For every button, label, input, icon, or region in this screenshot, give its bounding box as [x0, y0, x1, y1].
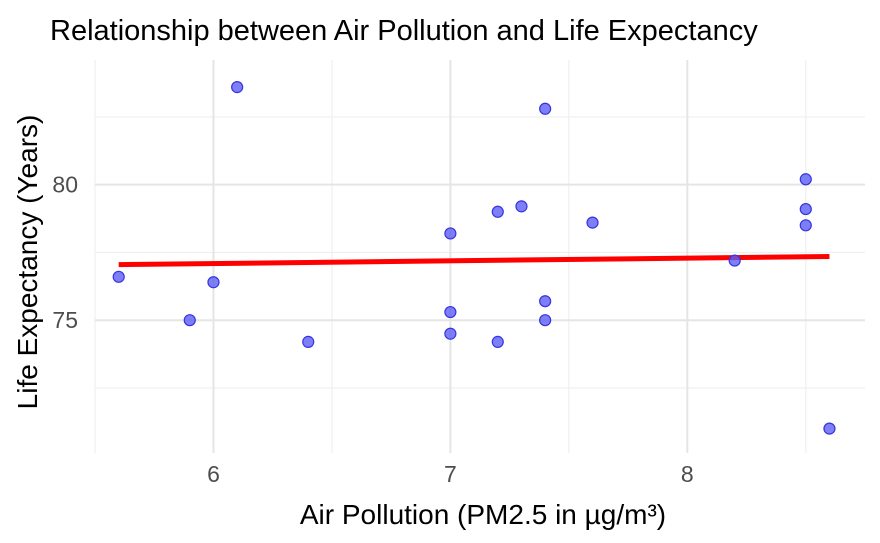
data-point — [444, 227, 457, 240]
data-point — [112, 270, 125, 283]
trend-layer — [118, 254, 830, 268]
data-point — [539, 102, 552, 115]
data-point — [444, 305, 457, 319]
data-point — [539, 314, 552, 327]
x-axis-label: Air Pollution (PM2.5 in µg/m³) — [300, 499, 666, 530]
y-tick-label: 80 — [52, 172, 78, 198]
data-point — [823, 422, 836, 435]
data-point — [586, 216, 599, 229]
data-point — [491, 205, 504, 218]
data-point — [207, 276, 220, 289]
data-point — [728, 254, 741, 267]
data-point — [491, 335, 504, 348]
data-point — [799, 219, 812, 232]
data-point — [515, 200, 528, 213]
x-tick-label: 8 — [681, 461, 694, 487]
chart-title: Relationship between Air Pollution and L… — [50, 15, 758, 47]
y-axis-label: Life Expectancy (Years) — [12, 115, 43, 410]
data-point — [799, 202, 812, 216]
data-point — [444, 327, 457, 340]
y-tick-label: 75 — [52, 307, 78, 333]
data-point — [302, 335, 315, 348]
data-point — [539, 295, 552, 308]
data-points — [112, 81, 836, 435]
data-point — [799, 173, 812, 186]
grid — [94, 60, 865, 453]
x-tick-label: 7 — [444, 461, 457, 487]
trend-line — [118, 254, 830, 268]
x-tick-labels: 6 7 8 — [207, 461, 694, 487]
x-tick-label: 6 — [207, 461, 220, 487]
data-point — [183, 314, 196, 327]
data-point — [231, 81, 244, 94]
y-tick-labels: 75 80 — [52, 172, 78, 334]
